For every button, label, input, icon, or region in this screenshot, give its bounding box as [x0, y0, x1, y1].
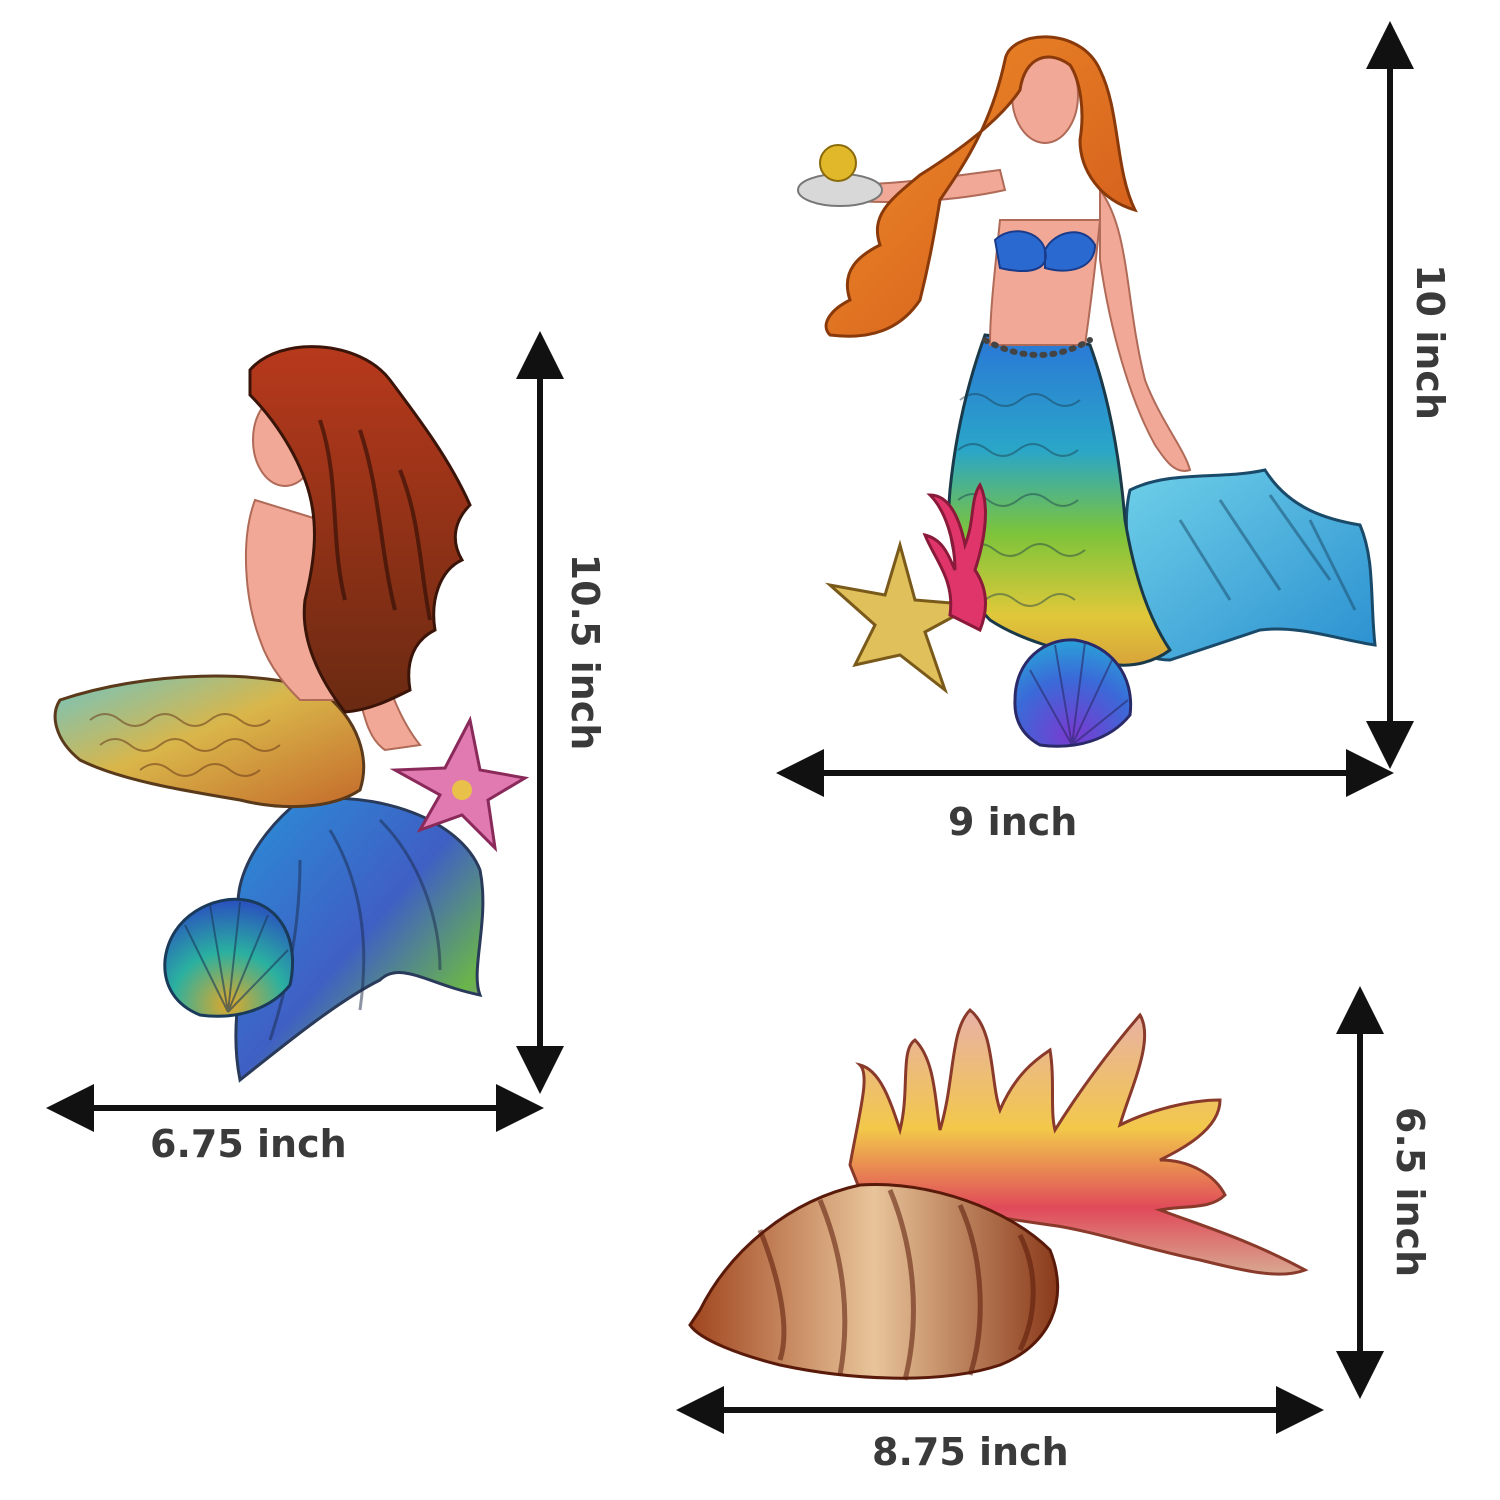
conch-shell-height-label: 6.5 inch	[1388, 1106, 1432, 1278]
sitting-mermaid-hair	[248, 345, 472, 714]
standing-mermaid-height-label: 10 inch	[1408, 264, 1452, 420]
sitting-mermaid-figure	[53, 345, 530, 1083]
sitting-mermaid-width-label: 6.75 inch	[150, 1122, 347, 1166]
sitting-mermaid-height-label: 10.5 inch	[563, 553, 607, 751]
standing-mermaid-scallop-shell	[1013, 638, 1133, 748]
standing-mermaid-figure	[797, 35, 1377, 748]
standing-mermaid-width-label: 9 inch	[948, 800, 1078, 844]
standing-mermaid-shell-top	[993, 230, 1097, 272]
standing-mermaid-fin	[1122, 468, 1377, 662]
dimension-arrows	[46, 20, 1414, 1434]
standing-mermaid-hair	[824, 35, 1138, 338]
conch-shell-width-label: 8.75 inch	[872, 1430, 1069, 1474]
standing-mermaid-pearl	[819, 144, 857, 182]
sitting-mermaid-tail	[53, 674, 366, 809]
standing-mermaid-tail	[947, 333, 1173, 667]
conch-shell-figure	[688, 1007, 1309, 1381]
sitting-mermaid-scallop-shell	[163, 897, 295, 1018]
standing-mermaid-coral	[922, 482, 987, 633]
standing-mermaid-arm	[1099, 186, 1192, 472]
